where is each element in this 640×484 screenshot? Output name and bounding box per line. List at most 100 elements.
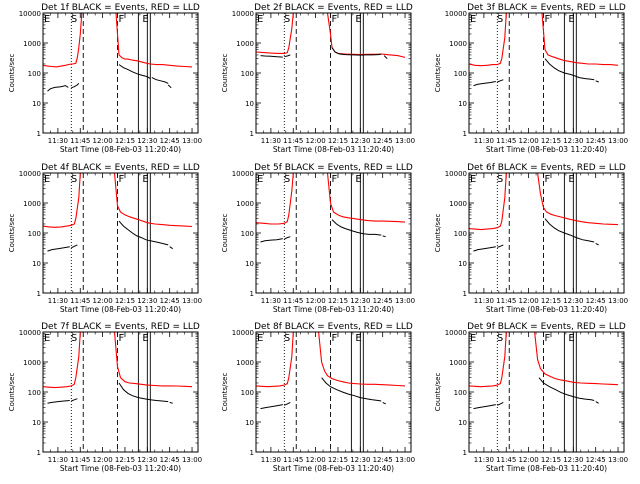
segment-letter: S bbox=[284, 14, 290, 25]
panel-det-3: Det 3f BLACK = Events, RED = LLD 1 10 100 10… bbox=[434, 3, 628, 154]
panel-det-5: Det 5f BLACK = Events, RED = LLD 1 10 100 10… bbox=[221, 163, 415, 314]
x-tick-label: 11:30 bbox=[474, 137, 494, 145]
panel-det-9: Det 9f BLACK = Events, RED = LLD 1 10 100 10… bbox=[434, 322, 628, 473]
x-tick-label: 13:00 bbox=[608, 456, 628, 464]
segment-letter: E bbox=[142, 174, 148, 185]
x-axis-label: Start Time (08-Feb-03 11:20:40) bbox=[486, 305, 607, 314]
x-tick-label: 12:15 bbox=[541, 297, 561, 305]
x-tick-label: 11:30 bbox=[48, 297, 68, 305]
x-axis-label: Start Time (08-Feb-03 11:20:40) bbox=[486, 464, 607, 473]
series-group bbox=[469, 173, 619, 252]
series-group bbox=[43, 332, 193, 404]
y-tick-label: 10000 bbox=[19, 329, 41, 337]
x-tick-label: 11:45 bbox=[70, 456, 90, 464]
series-events-black bbox=[595, 401, 599, 404]
x-tick-label: 12:30 bbox=[137, 456, 157, 464]
segment-letter: S bbox=[497, 333, 503, 344]
y-tick-label: 100 bbox=[28, 389, 41, 397]
segment-letter: E bbox=[44, 333, 50, 344]
series-events-black bbox=[544, 58, 595, 81]
x-tick-label: 12:15 bbox=[115, 137, 135, 145]
segment-letter: F bbox=[545, 333, 551, 344]
x-tick-label: 12:30 bbox=[563, 297, 583, 305]
series-events-black bbox=[47, 85, 69, 92]
x-axis-label: Start Time (08-Feb-03 11:20:40) bbox=[486, 145, 607, 154]
x-tick-label: 11:45 bbox=[283, 297, 303, 305]
x-tick-label: 12:45 bbox=[160, 297, 180, 305]
y-tick-label: 100 bbox=[454, 70, 467, 78]
segment-letter: E bbox=[355, 14, 361, 25]
series-events-black bbox=[167, 84, 172, 89]
segment-letter: F bbox=[332, 174, 338, 185]
x-tick-label: 12:30 bbox=[137, 137, 157, 145]
x-tick-label: 12:00 bbox=[519, 456, 539, 464]
segment-letter: S bbox=[497, 14, 503, 25]
panel-det-7: Det 7f BLACK = Events, RED = LLD 1 10 100 10… bbox=[8, 322, 202, 473]
x-tick-label: 11:30 bbox=[474, 297, 494, 305]
y-axis-label: Counts/sec bbox=[8, 54, 16, 93]
segment-letter: S bbox=[284, 333, 290, 344]
segment-letter: E bbox=[257, 333, 263, 344]
segment-letter: F bbox=[545, 14, 551, 25]
segment-letter: F bbox=[119, 333, 125, 344]
x-tick-label: 12:00 bbox=[306, 137, 326, 145]
series-lld-red bbox=[256, 332, 406, 388]
series-events-black bbox=[595, 80, 599, 83]
series-events-black bbox=[497, 401, 504, 406]
x-tick-label: 11:45 bbox=[496, 456, 516, 464]
y-tick-label: 10000 bbox=[232, 170, 254, 178]
plot-frame bbox=[42, 172, 199, 294]
segment-letter: S bbox=[71, 174, 77, 185]
y-axis-label: Counts/sec bbox=[434, 54, 442, 93]
series-lld-red bbox=[256, 173, 406, 225]
y-tick-label: 1000 bbox=[23, 40, 41, 48]
series-events-black bbox=[151, 77, 169, 84]
series-group bbox=[469, 13, 619, 87]
series-lld-red bbox=[43, 173, 193, 228]
panel-title: Det 4f BLACK = Events, RED = LLD bbox=[41, 163, 200, 173]
series-events-black bbox=[383, 55, 388, 60]
y-tick-label: 100 bbox=[28, 230, 41, 238]
panel-title: Det 5f BLACK = Events, RED = LLD bbox=[254, 163, 413, 173]
x-tick-label: 12:45 bbox=[160, 456, 180, 464]
panel-title: Det 7f BLACK = Events, RED = LLD bbox=[41, 322, 200, 332]
series-group bbox=[469, 332, 619, 410]
segment-letter: E bbox=[355, 333, 361, 344]
y-tick-label: 10 bbox=[245, 419, 254, 427]
series-events-black bbox=[473, 81, 496, 87]
x-axis-label: Start Time (08-Feb-03 11:20:40) bbox=[60, 305, 181, 314]
plot-frame bbox=[255, 331, 412, 453]
x-tick-label: 13:00 bbox=[608, 137, 628, 145]
y-tick-label: 100 bbox=[241, 389, 254, 397]
y-tick-label: 1 bbox=[463, 130, 467, 138]
x-tick-label: 13:00 bbox=[182, 456, 202, 464]
x-tick-label: 13:00 bbox=[395, 137, 415, 145]
x-tick-label: 12:45 bbox=[373, 297, 393, 305]
series-events-black bbox=[382, 401, 386, 405]
x-tick-label: 12:45 bbox=[586, 297, 606, 305]
segment-letter: S bbox=[284, 174, 290, 185]
y-tick-label: 10 bbox=[32, 419, 41, 427]
segment-letter: E bbox=[568, 333, 574, 344]
y-axis-label: Counts/sec bbox=[221, 54, 229, 93]
series-lld-red bbox=[469, 173, 619, 231]
x-axis-label: Start Time (08-Feb-03 11:20:40) bbox=[60, 145, 181, 154]
segment-letter: E bbox=[355, 174, 361, 185]
segment-letter: S bbox=[497, 174, 503, 185]
x-tick-label: 12:45 bbox=[373, 456, 393, 464]
series-lld-red bbox=[469, 13, 619, 67]
x-tick-label: 12:00 bbox=[93, 297, 113, 305]
x-tick-label: 13:00 bbox=[395, 456, 415, 464]
x-tick-label: 11:45 bbox=[283, 137, 303, 145]
y-tick-label: 1000 bbox=[23, 200, 41, 208]
panel-det-6: Det 6f BLACK = Events, RED = LLD 1 10 100 10… bbox=[434, 163, 628, 314]
series-events-black bbox=[260, 238, 283, 243]
series-events-black bbox=[544, 218, 595, 243]
y-tick-label: 10000 bbox=[445, 10, 467, 18]
x-tick-label: 12:30 bbox=[563, 456, 583, 464]
y-tick-label: 10000 bbox=[232, 329, 254, 337]
y-tick-label: 10000 bbox=[19, 170, 41, 178]
y-tick-label: 1 bbox=[250, 290, 254, 298]
segment-letter: E bbox=[44, 174, 50, 185]
series-events-black bbox=[497, 79, 504, 83]
